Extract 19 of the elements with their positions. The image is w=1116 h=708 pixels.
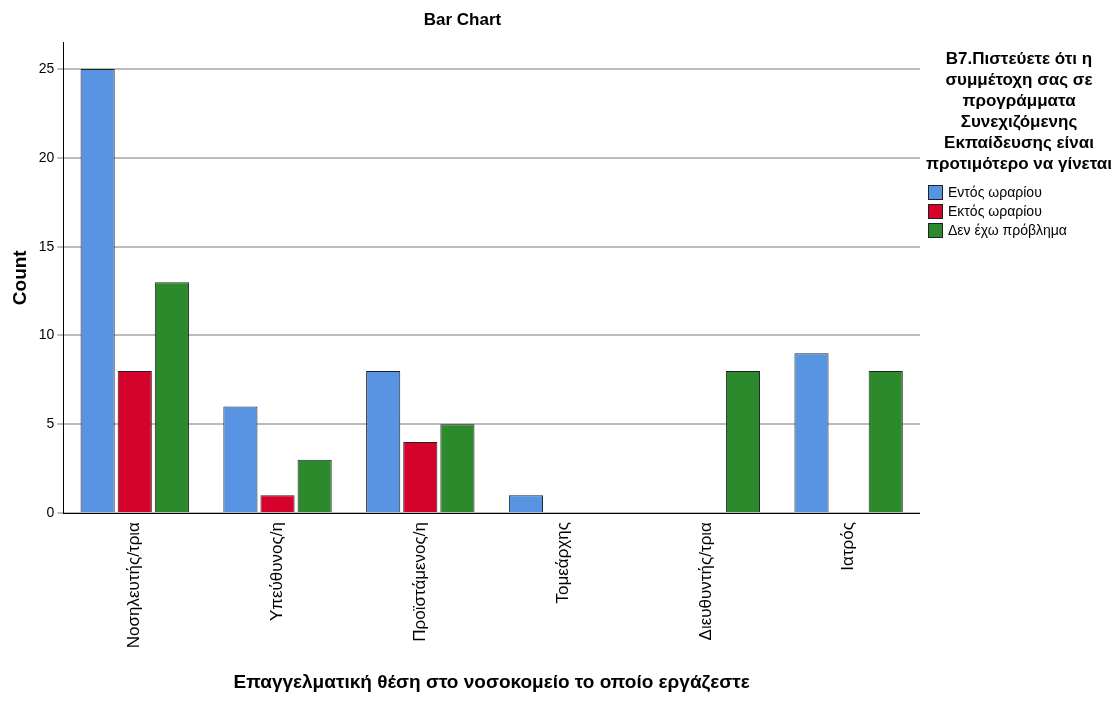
x-tick-label: Προϊστάμενος/η	[409, 522, 429, 642]
x-tick-label: Ιατρός	[838, 522, 858, 571]
x-tick-label: Υπεύθυνος/η	[267, 522, 287, 622]
x-tick-label: Τομεάρχης	[552, 522, 572, 604]
chart-title: Bar Chart	[423, 9, 502, 29]
y-tick-label: 15	[38, 237, 55, 254]
y-axis-title: Count	[8, 249, 30, 306]
y-tick-label: 25	[38, 59, 55, 76]
y-tick-label: 20	[38, 148, 55, 165]
y-tick-label: 10	[38, 326, 55, 343]
x-axis-title: Επαγγελματική θέση στο νοσοκομείο το οποίο εργάζεστε	[233, 670, 750, 693]
x-tick-label: Διευθυντής/τρια	[695, 521, 715, 641]
x-tick-label: Νοσηλευτής/τρια	[124, 521, 144, 649]
y-tick-label: 5	[46, 415, 55, 432]
y-tick-label: 0	[46, 503, 55, 520]
legend-label: Εκτός ωραρίου	[948, 203, 1042, 219]
legend-title: B7.Πιστεύετε ότι η συμμέτοχη σας σε προγράμματα Συνεχιζόμενης Εκπαίδευσης είναι προτιμότερο να γίνεται	[925, 48, 1113, 174]
legend-label: Δεν έχω πρόβλημα	[948, 222, 1067, 238]
legend-label: Εντός ωραρίου	[948, 184, 1042, 200]
